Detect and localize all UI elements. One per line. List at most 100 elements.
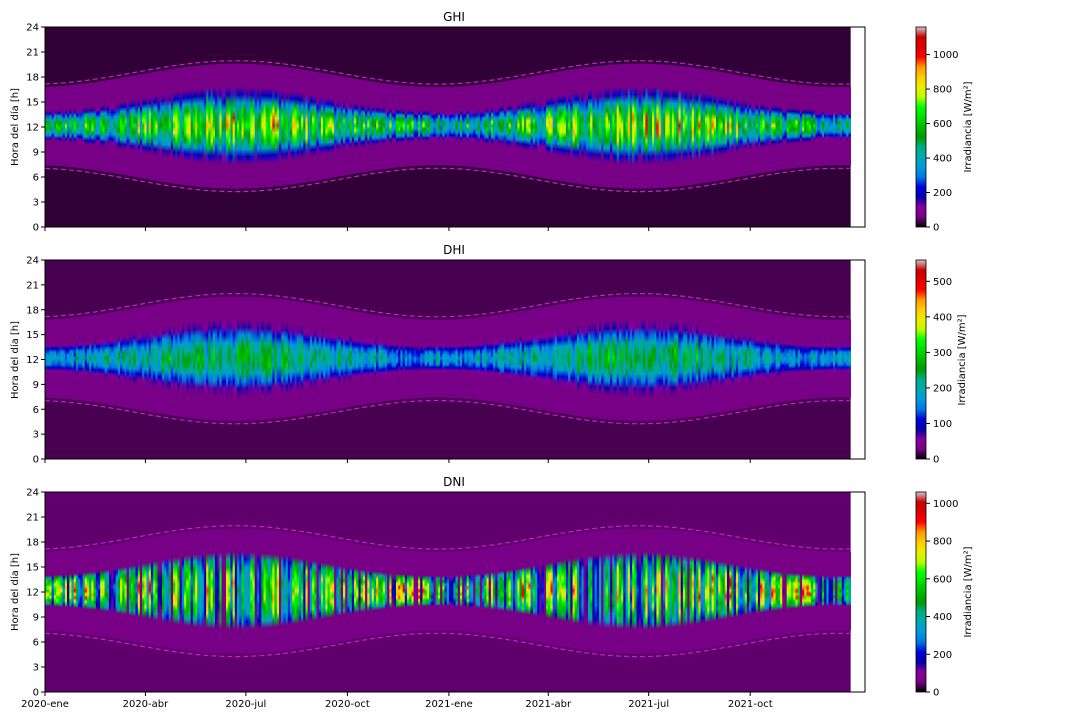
heatmap-cell <box>146 73 150 180</box>
heatmap-cell <box>486 83 489 169</box>
heatmap-cell <box>744 76 748 176</box>
colorbar-tick-label: 1000 <box>933 499 958 510</box>
heatmap-cell <box>208 529 211 653</box>
heatmap-cell <box>148 72 152 180</box>
heatmap-cell <box>738 75 741 178</box>
heatmap-cell <box>830 86 834 166</box>
sunrise-line <box>44 632 850 658</box>
heatmap-cell <box>270 65 273 187</box>
heatmap-cell <box>298 534 302 649</box>
heatmap-cell <box>422 319 425 398</box>
heatmap-cell <box>336 540 339 642</box>
heatmap-cell <box>561 535 565 647</box>
heatmap-cell <box>109 79 112 173</box>
heatmap-cell <box>51 551 55 631</box>
heatmap-cell <box>777 547 781 636</box>
heatmap-cell <box>636 296 640 421</box>
heatmap-cell <box>58 318 61 399</box>
heatmap-cell <box>173 533 176 649</box>
heatmap-cell <box>720 304 723 413</box>
heatmap-cell <box>82 83 86 169</box>
heatmap-cell <box>574 533 578 649</box>
heatmap-cell <box>164 69 167 183</box>
heatmap-cell <box>497 82 500 171</box>
heatmap-cell <box>658 529 662 654</box>
heatmap-cell <box>128 76 132 177</box>
heatmap-cell <box>638 528 642 654</box>
heatmap-cell <box>771 313 774 404</box>
heatmap-cell <box>49 319 52 399</box>
heatmap-cell <box>837 87 840 166</box>
heatmap-cell <box>795 84 798 168</box>
heatmap-cell <box>406 550 410 632</box>
heatmap-cell <box>627 528 631 654</box>
heatmap-cell <box>760 79 763 174</box>
heatmap-cell <box>530 309 534 409</box>
heatmap-cell <box>316 536 319 646</box>
heatmap-cell <box>272 298 275 419</box>
heatmap-cell <box>579 300 582 417</box>
heatmap-cell <box>466 85 470 167</box>
heatmap-cell <box>188 299 191 418</box>
heatmap-cell <box>243 528 247 654</box>
heatmap-cell <box>691 67 695 185</box>
heatmap-cell <box>230 296 233 421</box>
heatmap-cell <box>139 74 143 179</box>
heatmap-dni <box>44 492 851 692</box>
heatmap-cell <box>512 312 516 406</box>
heatmap-cell <box>815 86 818 167</box>
heatmap-cell <box>254 297 258 421</box>
heatmap-cell <box>382 315 386 402</box>
heatmap-cell <box>62 85 66 167</box>
heatmap-cell <box>782 82 785 170</box>
heatmap-cell <box>451 551 454 631</box>
heatmap-cell <box>844 86 847 166</box>
heatmap-cell <box>177 532 180 650</box>
heatmap-cell <box>649 63 653 189</box>
heatmap-cell <box>817 551 821 631</box>
heatmap-cell <box>656 296 659 421</box>
heatmap-cell <box>541 539 545 643</box>
heatmap-cell <box>791 316 794 401</box>
heatmap-cell <box>775 81 779 171</box>
heatmap-cell <box>799 84 803 168</box>
heatmap-cell <box>294 533 297 649</box>
heatmap-cell <box>159 70 163 182</box>
heatmap-cell <box>422 551 425 631</box>
heatmap-cell <box>442 86 445 166</box>
heatmap-cell <box>501 81 505 171</box>
heatmap-cell <box>616 64 620 189</box>
heatmap-cell <box>760 544 763 639</box>
heatmap-cell <box>616 529 620 654</box>
heatmap-cell <box>395 84 399 168</box>
heatmap-cell <box>104 313 108 405</box>
heatmap-cell <box>429 319 432 398</box>
heatmap-cell <box>689 532 693 651</box>
heatmap-cell <box>771 81 774 172</box>
heatmap-cell <box>175 301 178 417</box>
y-tick-label: 3 <box>33 198 39 209</box>
heatmap-cell <box>431 551 434 631</box>
heatmap-cell <box>788 83 792 169</box>
heatmap-cell <box>120 77 123 175</box>
heatmap-cell <box>618 64 622 189</box>
heatmap-cell <box>283 66 286 186</box>
heatmap-cell <box>605 65 609 188</box>
heatmap-cell <box>234 528 238 654</box>
heatmap-cell <box>252 64 255 189</box>
heatmap-cell <box>208 64 211 188</box>
heatmap-cell <box>660 297 664 421</box>
heatmap-cell <box>762 79 765 173</box>
heatmap-cell <box>844 319 847 398</box>
heatmap-cell <box>468 550 472 632</box>
heatmap-cell <box>349 542 353 640</box>
heatmap-cell <box>700 533 704 649</box>
heatmap-cell <box>133 308 136 410</box>
heatmap-cell <box>762 544 765 638</box>
heatmap-cell <box>517 78 520 174</box>
colorbar-tick-label: 800 <box>933 537 952 548</box>
heatmap-cell <box>371 314 375 403</box>
heatmap-cell <box>446 319 450 398</box>
heatmap-cell <box>576 68 580 184</box>
heatmap-cell <box>351 311 355 407</box>
